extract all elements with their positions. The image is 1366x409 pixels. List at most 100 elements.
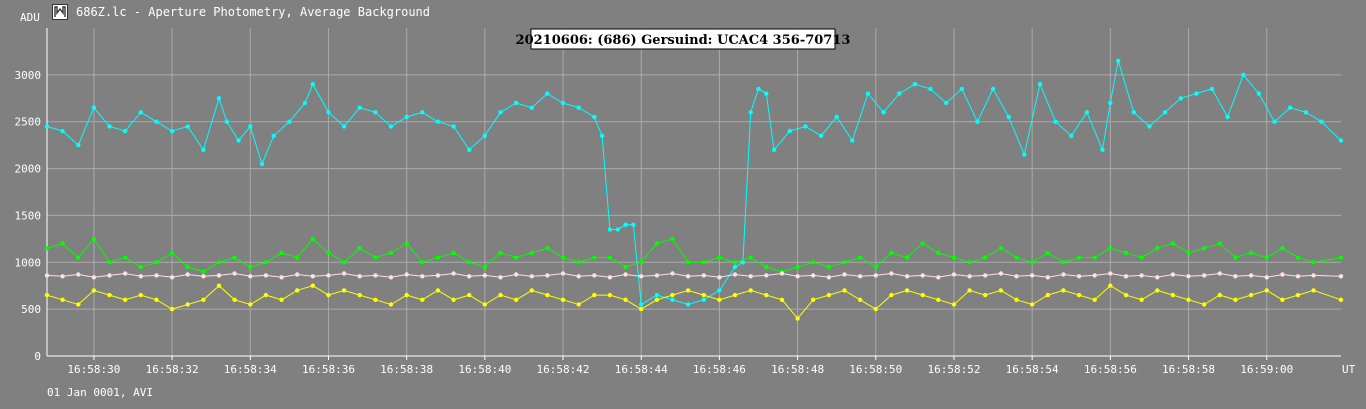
data-point — [1202, 302, 1207, 307]
data-point — [263, 292, 269, 298]
data-point — [138, 264, 143, 270]
data-point — [482, 302, 487, 307]
data-point — [1280, 272, 1285, 277]
data-point — [232, 271, 237, 276]
data-point — [123, 271, 128, 276]
data-point — [857, 297, 863, 302]
data-point — [341, 124, 347, 129]
data-point — [123, 128, 128, 134]
data-point — [1139, 297, 1144, 302]
data-point — [498, 292, 503, 298]
data-point — [451, 271, 456, 276]
data-point — [1092, 255, 1097, 260]
data-point — [615, 227, 620, 232]
data-point — [639, 302, 644, 307]
data-point — [1264, 275, 1269, 280]
data-point — [983, 273, 988, 278]
data-point — [420, 297, 425, 302]
data-point — [1123, 292, 1129, 298]
data-point — [1194, 91, 1199, 96]
data-point — [654, 241, 660, 246]
data-point — [1248, 292, 1254, 298]
data-point — [1209, 86, 1215, 92]
data-point — [107, 260, 112, 265]
data-point — [842, 288, 847, 293]
data-point — [701, 297, 706, 302]
y-tick-label: 2000 — [15, 163, 42, 176]
data-point — [545, 91, 550, 96]
data-point — [263, 260, 269, 265]
data-point — [287, 119, 292, 124]
data-point — [279, 297, 284, 302]
data-point — [1053, 119, 1058, 124]
data-point — [1061, 288, 1066, 293]
data-point — [185, 302, 190, 307]
data-point — [1319, 119, 1324, 124]
data-point — [201, 269, 206, 274]
y-tick-label: 3000 — [15, 69, 42, 82]
data-point — [302, 100, 308, 106]
data-point — [1123, 250, 1129, 256]
data-point — [967, 288, 972, 293]
data-point — [701, 273, 706, 278]
chart-title: 20210606: (686) Gersuind: UCAC4 356-7071… — [516, 33, 851, 48]
data-point — [764, 292, 769, 298]
y-axis-label: ADU — [20, 11, 40, 24]
data-point — [865, 91, 871, 96]
data-point — [1338, 274, 1344, 279]
data-point — [795, 316, 800, 321]
data-point — [169, 128, 175, 134]
data-point — [1131, 110, 1137, 115]
data-point — [787, 128, 792, 134]
data-point — [1108, 283, 1113, 288]
data-point — [60, 297, 65, 302]
data-point — [560, 297, 566, 302]
data-point — [357, 292, 362, 298]
data-point — [1147, 124, 1152, 129]
data-point — [76, 272, 81, 277]
data-point — [998, 288, 1004, 293]
data-point — [748, 110, 753, 115]
data-point — [1170, 272, 1176, 277]
data-point — [154, 119, 159, 124]
data-point — [560, 100, 566, 106]
window-title: 686Z.lc - Aperture Photometry, Average B… — [76, 5, 431, 19]
data-point — [310, 236, 315, 242]
data-point — [654, 292, 660, 298]
data-point — [818, 133, 824, 138]
data-point — [1272, 119, 1277, 124]
data-point — [748, 288, 753, 293]
data-point — [599, 133, 605, 138]
data-point — [873, 264, 878, 270]
data-point — [154, 297, 159, 302]
data-point — [1280, 246, 1285, 251]
x-tick-label: 16:58:40 — [458, 363, 511, 376]
data-point — [185, 264, 190, 270]
data-point — [123, 297, 128, 302]
data-point — [467, 274, 472, 279]
data-point — [889, 271, 894, 276]
y-tick-label: 500 — [21, 303, 41, 316]
data-point — [951, 272, 957, 277]
x-tick-label: 16:58:32 — [146, 363, 199, 376]
data-point — [1295, 292, 1301, 298]
data-point — [185, 272, 190, 277]
data-point — [1045, 250, 1051, 256]
chart-title-box — [530, 28, 836, 50]
data-point — [1186, 297, 1191, 302]
data-point — [1108, 100, 1113, 106]
data-point — [201, 147, 206, 152]
data-point — [154, 260, 159, 265]
data-point — [529, 274, 534, 279]
data-point — [91, 105, 97, 110]
data-point — [435, 288, 441, 293]
data-point — [201, 274, 206, 279]
data-point — [576, 105, 581, 110]
data-point — [685, 260, 691, 265]
data-point — [685, 274, 691, 279]
lightcurve-app-icon[interactable] — [52, 4, 68, 20]
data-point — [1123, 274, 1129, 279]
data-point — [169, 306, 175, 312]
data-point — [1233, 255, 1238, 260]
data-point — [1217, 241, 1223, 246]
